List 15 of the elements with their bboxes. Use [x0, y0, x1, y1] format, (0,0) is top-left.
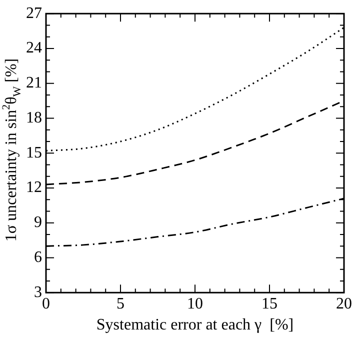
y-tick-label: 6: [34, 248, 42, 266]
y-tick-label: 12: [26, 179, 42, 196]
y-tick-label: 3: [34, 284, 42, 301]
x-tick-label: 20: [336, 295, 352, 312]
y-tick-label: 21: [26, 74, 42, 92]
x-tick-label: 15: [262, 295, 278, 312]
x-tick-label: 10: [187, 295, 203, 312]
y-tick-label: 18: [26, 109, 42, 126]
x-axis-title: Systematic error at each γ [%]: [96, 316, 294, 334]
y-tick-label: 24: [26, 40, 42, 57]
y-tick-label: 15: [26, 144, 42, 162]
y-tick-label: 9: [34, 214, 42, 232]
y-tick-label: 27: [26, 4, 42, 22]
x-tick-label: 0: [42, 295, 50, 312]
x-tick-label: 5: [116, 295, 124, 312]
